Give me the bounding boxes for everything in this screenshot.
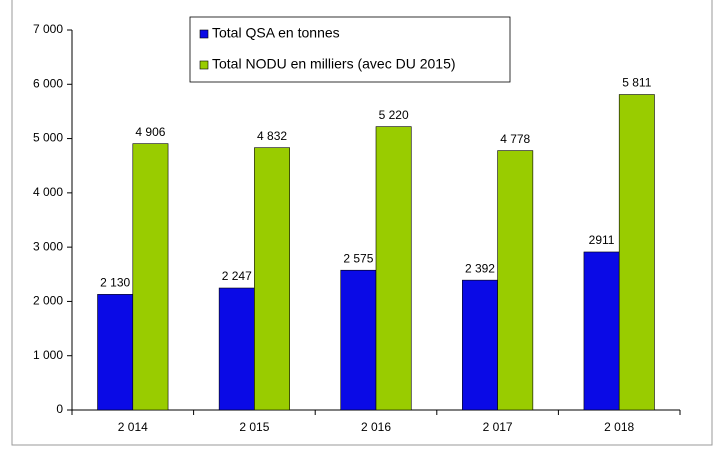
legend-swatch	[199, 60, 209, 70]
bar	[254, 147, 290, 411]
value-label: 2 392	[465, 261, 495, 275]
bar	[375, 126, 412, 411]
value-label: 2911	[589, 233, 615, 247]
legend-label: Total NODU en milliers (avec DU 2015)	[212, 56, 456, 72]
bar	[583, 251, 620, 411]
y-tick-label: 7 000	[33, 22, 63, 36]
x-tick-label: 2 015	[239, 420, 269, 434]
y-tick-label: 4 000	[33, 185, 63, 199]
y-tick-label: 2 000	[33, 294, 63, 308]
legend-box	[189, 16, 511, 83]
y-tick-label: 1 000	[33, 348, 63, 362]
bar	[97, 294, 134, 411]
value-label: 5 220	[379, 108, 409, 122]
value-label: 5 811	[622, 76, 651, 90]
x-tick-label: 2 018	[604, 420, 634, 434]
bar	[462, 279, 498, 411]
value-label: 2 130	[100, 276, 130, 290]
value-label: 2 247	[222, 269, 252, 283]
x-tick-label: 2 016	[361, 420, 391, 434]
value-label: 4 832	[257, 129, 287, 143]
bar	[618, 94, 655, 411]
bar	[497, 150, 534, 411]
y-tick-label: 3 000	[33, 239, 63, 253]
legend-label: Total QSA en tonnes	[212, 25, 340, 41]
value-label: 2 575	[343, 251, 373, 265]
y-tick-label: 0	[56, 402, 63, 416]
value-label: 4 778	[500, 132, 530, 146]
bar	[218, 287, 255, 411]
bar	[132, 143, 169, 411]
y-tick-label: 6 000	[33, 76, 63, 90]
x-tick-label: 2 017	[483, 420, 513, 434]
legend-swatch	[199, 29, 209, 39]
value-label: 4 906	[135, 125, 165, 139]
bar	[340, 269, 377, 411]
x-tick-label: 2 014	[118, 420, 148, 434]
y-tick-label: 5 000	[33, 131, 63, 145]
